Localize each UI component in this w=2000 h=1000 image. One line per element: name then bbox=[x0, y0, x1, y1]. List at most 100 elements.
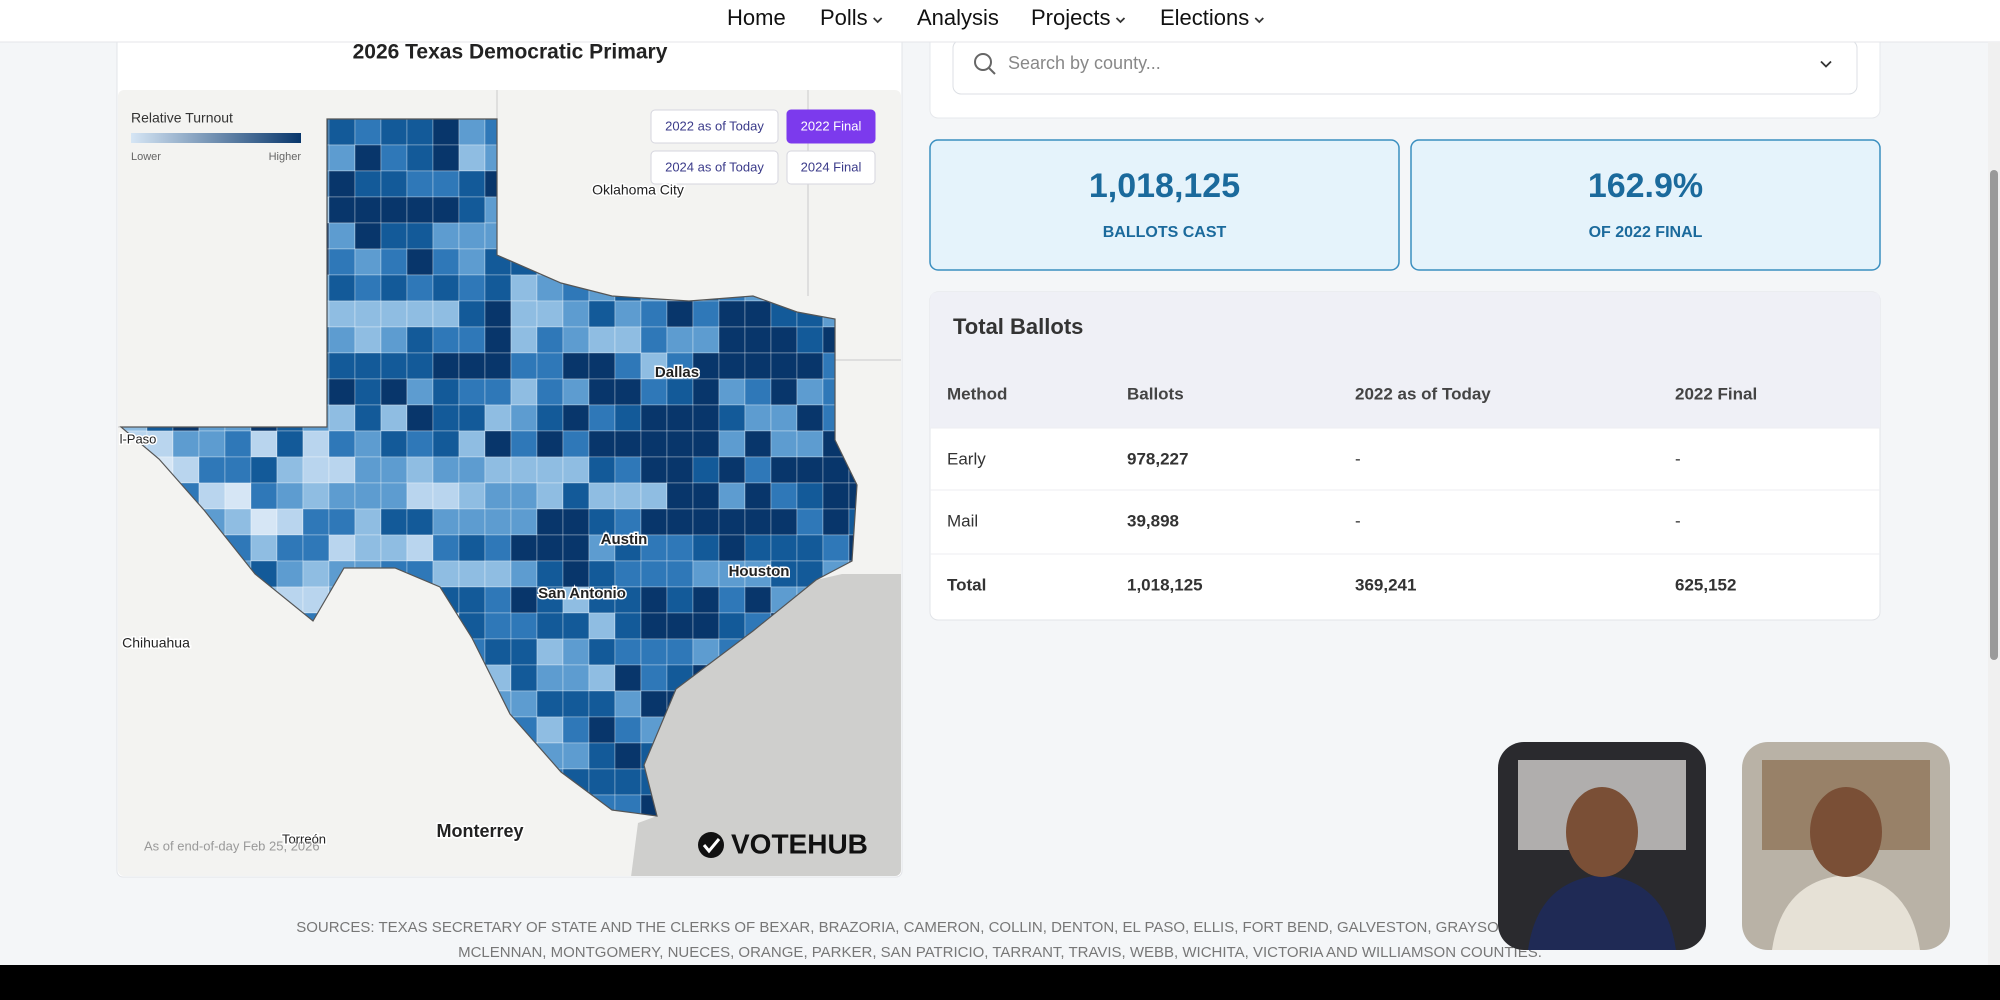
toggle-button[interactable] bbox=[650, 109, 779, 144]
video-person-body bbox=[1528, 875, 1676, 950]
county bbox=[536, 534, 564, 562]
county bbox=[692, 534, 720, 562]
county bbox=[510, 352, 538, 380]
county bbox=[562, 534, 590, 562]
county bbox=[484, 482, 512, 510]
county bbox=[380, 222, 408, 250]
county bbox=[328, 222, 356, 250]
county bbox=[666, 612, 694, 640]
county bbox=[432, 560, 460, 588]
county bbox=[354, 456, 382, 484]
county bbox=[796, 456, 824, 484]
county bbox=[588, 716, 616, 744]
county bbox=[588, 638, 616, 666]
toggle-button[interactable] bbox=[650, 150, 779, 185]
county bbox=[718, 326, 746, 354]
county bbox=[562, 560, 590, 588]
county bbox=[406, 430, 434, 458]
county bbox=[328, 508, 356, 536]
county bbox=[406, 534, 434, 562]
county bbox=[614, 716, 642, 744]
stat-value: 162.9% bbox=[1588, 167, 1703, 205]
county bbox=[458, 119, 486, 146]
county bbox=[224, 430, 252, 458]
county bbox=[224, 508, 252, 536]
county bbox=[770, 482, 798, 510]
county bbox=[692, 300, 720, 328]
county bbox=[588, 664, 616, 692]
toggle-label[interactable]: 2024 as of Today bbox=[665, 159, 764, 174]
county bbox=[744, 326, 772, 354]
county bbox=[614, 638, 642, 666]
nav-link[interactable]: Home bbox=[727, 5, 786, 30]
county bbox=[510, 508, 538, 536]
county bbox=[640, 404, 668, 432]
toggle-label[interactable]: 2024 Final bbox=[801, 159, 862, 174]
county bbox=[822, 508, 850, 536]
county bbox=[718, 456, 746, 484]
county bbox=[588, 742, 616, 770]
nav-link[interactable]: Analysis bbox=[917, 5, 999, 30]
logo-check bbox=[702, 838, 721, 854]
county bbox=[614, 456, 642, 484]
county bbox=[692, 508, 720, 536]
county bbox=[432, 378, 460, 406]
county bbox=[380, 144, 408, 172]
county bbox=[354, 248, 382, 276]
nav-chevron bbox=[1254, 17, 1264, 24]
place-label: Dallas bbox=[655, 364, 699, 381]
county bbox=[796, 482, 824, 510]
toggle-button[interactable] bbox=[786, 150, 876, 185]
county bbox=[744, 482, 772, 510]
search-placeholder[interactable]: Search by county... bbox=[1008, 53, 1161, 73]
county bbox=[328, 482, 356, 510]
stat-card bbox=[929, 139, 1400, 271]
county bbox=[458, 378, 486, 406]
county bbox=[458, 144, 486, 172]
county bbox=[380, 196, 408, 224]
county bbox=[744, 430, 772, 458]
toggle-button[interactable] bbox=[786, 109, 876, 144]
county bbox=[640, 482, 668, 510]
table-cell: 1,018,125 bbox=[1127, 575, 1203, 594]
county bbox=[536, 352, 564, 380]
county bbox=[614, 534, 642, 562]
county bbox=[484, 586, 512, 614]
county bbox=[848, 508, 857, 536]
county bbox=[484, 456, 512, 484]
nav-link[interactable]: Projects bbox=[1031, 5, 1110, 30]
county bbox=[510, 378, 538, 406]
county bbox=[666, 378, 694, 406]
county bbox=[614, 404, 642, 432]
county bbox=[380, 430, 408, 458]
table-cell: - bbox=[1675, 511, 1681, 530]
county bbox=[692, 378, 720, 406]
toggle-label[interactable]: 2022 Final bbox=[801, 118, 862, 133]
county bbox=[614, 768, 642, 796]
place-label: l-Paso bbox=[120, 431, 157, 446]
county bbox=[744, 378, 772, 406]
nav-link[interactable]: Elections bbox=[1160, 5, 1249, 30]
county bbox=[172, 430, 200, 458]
county bbox=[562, 638, 590, 666]
county bbox=[328, 170, 356, 198]
county bbox=[744, 404, 772, 432]
county bbox=[406, 170, 434, 198]
county bbox=[354, 170, 382, 198]
county bbox=[328, 456, 356, 484]
county bbox=[328, 352, 356, 380]
county bbox=[302, 560, 330, 588]
county bbox=[770, 352, 798, 380]
county bbox=[432, 326, 460, 354]
county bbox=[484, 274, 512, 302]
column-header: Ballots bbox=[1127, 384, 1184, 403]
county bbox=[198, 456, 226, 484]
nav-link[interactable]: Polls bbox=[820, 5, 868, 30]
county bbox=[406, 326, 434, 354]
scrollbar-thumb[interactable] bbox=[1990, 170, 1998, 660]
county bbox=[458, 170, 486, 198]
map-title: 2026 Texas Democratic Primary bbox=[353, 41, 668, 64]
county bbox=[328, 196, 356, 224]
county bbox=[380, 378, 408, 406]
toggle-label[interactable]: 2022 as of Today bbox=[665, 118, 764, 133]
